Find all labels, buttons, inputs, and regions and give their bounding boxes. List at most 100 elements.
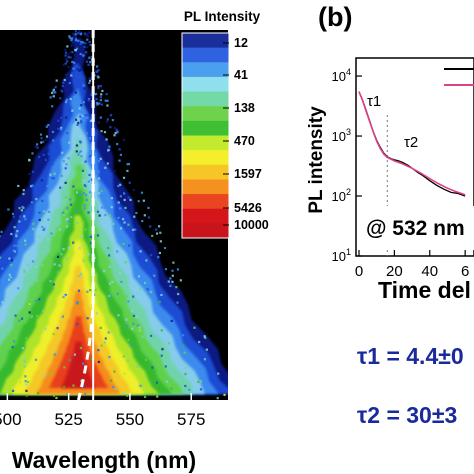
- heatmap-speckle: [12, 333, 15, 336]
- heatmap-speckle: [88, 81, 91, 85]
- heatmap-speckle: [79, 43, 82, 46]
- heatmap-speckle: [75, 80, 78, 83]
- heatmap-speckle: [80, 104, 83, 107]
- heatmap-speckle: [100, 93, 103, 96]
- heatmap-speckle: [81, 235, 84, 238]
- heatmap-speckle: [146, 288, 149, 291]
- heatmap-speckle: [96, 75, 99, 78]
- heatmap-speckle: [62, 81, 65, 84]
- heatmap-speckle: [62, 248, 65, 251]
- heatmap-speckle: [74, 37, 78, 40]
- heatmap-speckle: [65, 101, 68, 104]
- panel-b-y-tick-label: 102: [332, 187, 351, 204]
- heatmap-speckle: [122, 138, 126, 142]
- heatmap-speckle: [25, 337, 28, 340]
- panel-b-x-tick-label: 20: [386, 263, 403, 280]
- heatmap-speckle: [60, 126, 63, 129]
- decay-fit-line: [358, 91, 466, 196]
- heatmap-speckle: [81, 164, 84, 168]
- heatmap-speckle: [1, 267, 4, 270]
- heatmap-speckle: [10, 264, 13, 267]
- heatmap-speckle: [88, 173, 91, 177]
- heatmap-speckle: [98, 214, 101, 217]
- heatmap-speckle: [77, 153, 80, 156]
- heatmap-speckle: [74, 91, 78, 94]
- heatmap-speckle: [176, 292, 180, 296]
- colorbar-segment: [182, 62, 229, 78]
- heatmap-speckle: [109, 114, 113, 117]
- heatmap-speckle: [197, 380, 200, 384]
- heatmap-speckle: [97, 69, 100, 72]
- heatmap-speckle: [69, 215, 73, 219]
- heatmap-speckle: [80, 40, 83, 44]
- heatmap-speckle: [122, 242, 125, 246]
- heatmap-speckle: [49, 96, 52, 99]
- heatmap-speckle: [2, 259, 5, 262]
- heatmap-speckle: [65, 218, 68, 221]
- heatmap-speckle: [65, 116, 68, 119]
- panel-b-y-axis-label: PL intensity: [306, 106, 327, 214]
- heatmap-speckle: [52, 92, 56, 95]
- heatmap-speckle: [106, 183, 109, 187]
- heatmap-speckle: [20, 317, 24, 320]
- heatmap-speckle: [103, 206, 106, 209]
- heatmap-speckle: [0, 235, 1, 238]
- heatmap-speckle: [104, 99, 107, 102]
- heatmap-speckle: [129, 198, 132, 202]
- heatmap-speckle: [105, 93, 108, 96]
- colorbar-segment: [182, 91, 229, 107]
- heatmap-speckle: [70, 39, 73, 42]
- heatmap-speckle: [73, 353, 76, 356]
- heatmap-speckle: [119, 183, 122, 186]
- heatmap-speckle: [88, 56, 91, 59]
- heatmap-speckle: [93, 256, 97, 259]
- heatmap-speckle: [125, 198, 128, 201]
- heatmap-speckle: [50, 232, 53, 235]
- heatmap-speckle: [42, 153, 45, 157]
- heatmap-speckle: [125, 318, 128, 321]
- heatmap-speckle: [79, 346, 83, 350]
- heatmap-speckle: [24, 239, 27, 242]
- heatmap-speckle: [51, 91, 54, 95]
- heatmap-speckle: [89, 235, 92, 239]
- heatmap-speckle: [52, 95, 55, 98]
- heatmap-speckle: [86, 34, 89, 38]
- heatmap-speckle: [141, 335, 144, 338]
- heatmap-speckle: [145, 343, 148, 347]
- heatmap-speckle: [60, 90, 64, 93]
- heatmap-speckle: [23, 270, 26, 273]
- heatmap-speckle: [127, 196, 130, 199]
- heatmap-speckle: [106, 99, 109, 102]
- heatmap-speckle: [51, 130, 55, 134]
- heatmap-speckle: [38, 298, 41, 301]
- heatmap-speckle: [34, 265, 38, 268]
- heatmap-speckle: [51, 105, 54, 108]
- heatmap-speckle: [72, 80, 76, 83]
- heatmap-speckle: [64, 196, 67, 199]
- heatmap-speckle: [80, 155, 83, 158]
- heatmap-speckle: [47, 152, 50, 155]
- heatmap-speckle: [108, 214, 112, 217]
- colorbar-level-label: 10000: [234, 218, 269, 232]
- heatmap-speckle: [74, 33, 77, 36]
- heatmap-speckle: [55, 227, 58, 230]
- heatmap-speckle: [114, 131, 117, 135]
- heatmap-speckle: [108, 145, 111, 148]
- heatmap-speckle: [13, 244, 16, 247]
- heatmap-speckle: [106, 118, 109, 121]
- heatmap-speckle: [12, 215, 15, 218]
- heatmap-speckle: [156, 395, 159, 398]
- heatmap-speckle: [110, 197, 114, 200]
- heatmap-speckle: [41, 176, 45, 179]
- heatmap-speckle: [86, 317, 89, 320]
- heatmap-speckle: [96, 210, 100, 213]
- heatmap-speckle: [57, 127, 60, 130]
- heatmap-speckle: [172, 261, 175, 264]
- heatmap-speckle: [52, 283, 55, 286]
- heatmap-speckle: [137, 275, 140, 278]
- heatmap-speckle: [23, 357, 26, 360]
- heatmap-speckle: [97, 198, 100, 201]
- heatmap-speckle: [61, 84, 64, 88]
- heatmap-speckle: [67, 246, 71, 249]
- heatmap-speckle: [119, 153, 122, 156]
